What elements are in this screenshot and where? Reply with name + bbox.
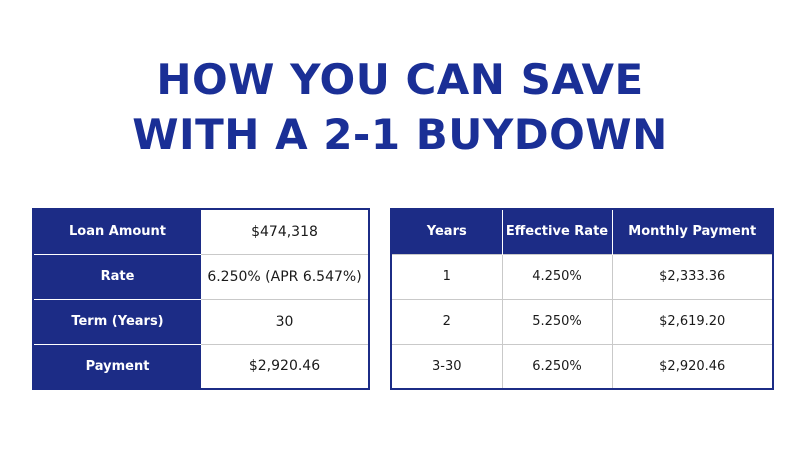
payment-value: $2,920.46	[201, 344, 369, 389]
monthly-payment-cell: $2,333.36	[611, 253, 773, 299]
header-effective-rate: Effective Rate	[501, 209, 612, 254]
term-value: 30	[201, 299, 369, 345]
loan-amount-label: Loan Amount	[33, 209, 201, 255]
years-cell: 1	[391, 253, 502, 299]
table-row: Loan Amount $474,318	[33, 209, 369, 255]
table-row: 1 4.250% $2,333.36	[391, 253, 773, 299]
headline-line-2: WITH A 2-1 BUYDOWN	[132, 110, 668, 159]
loan-amount-value: $474,318	[201, 209, 369, 255]
payment-label: Payment	[33, 344, 201, 389]
buydown-schedule-table: Years Effective Rate Monthly Payment 1 4…	[390, 208, 774, 390]
term-label: Term (Years)	[33, 299, 201, 345]
page-headline: HOW YOU CAN SAVE WITH A 2-1 BUYDOWN	[0, 52, 800, 162]
headline-line-1: HOW YOU CAN SAVE	[156, 55, 644, 104]
table-row: 3-30 6.250% $2,920.46	[391, 343, 773, 389]
rate-value: 6.250% (APR 6.547%)	[201, 254, 369, 300]
monthly-payment-cell: $2,619.20	[611, 298, 773, 344]
header-monthly-payment: Monthly Payment	[611, 209, 773, 254]
table-row: 2 5.250% $2,619.20	[391, 298, 773, 344]
years-cell: 3-30	[391, 343, 502, 389]
years-cell: 2	[391, 298, 502, 344]
effective-rate-cell: 5.250%	[501, 298, 612, 344]
loan-summary-table: Loan Amount $474,318 Rate 6.250% (APR 6.…	[32, 208, 370, 390]
rate-label: Rate	[33, 254, 201, 300]
table-row: Rate 6.250% (APR 6.547%)	[33, 254, 369, 300]
header-years: Years	[391, 209, 502, 254]
monthly-payment-cell: $2,920.46	[611, 343, 773, 389]
table-row: Payment $2,920.46	[33, 344, 369, 389]
table-header-row: Years Effective Rate Monthly Payment	[391, 209, 773, 254]
effective-rate-cell: 4.250%	[501, 253, 612, 299]
effective-rate-cell: 6.250%	[501, 343, 612, 389]
table-row: Term (Years) 30	[33, 299, 369, 345]
